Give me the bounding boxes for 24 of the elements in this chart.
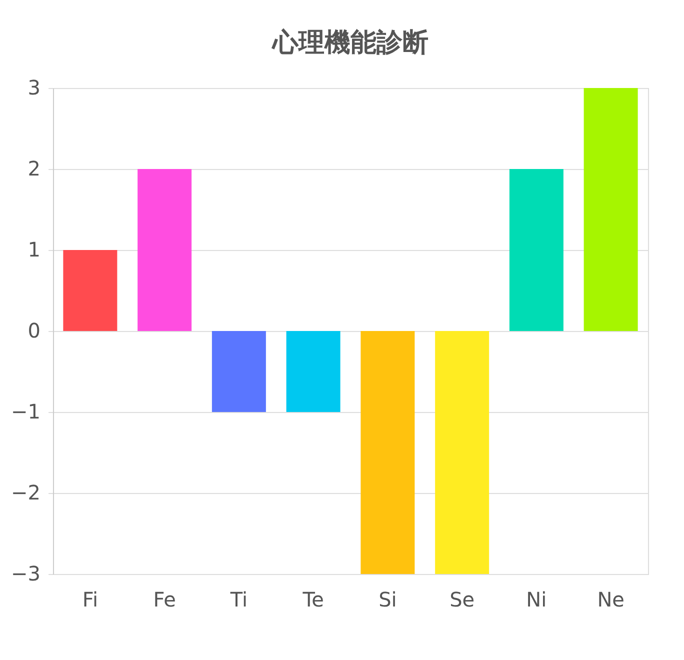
y-tick-label: −2 [11, 480, 40, 504]
x-tick-label: Te [302, 588, 324, 612]
bar [435, 331, 490, 574]
x-tick-label: Se [450, 588, 475, 612]
y-tick-label: −3 [11, 562, 40, 586]
y-tick-label: −1 [11, 400, 40, 424]
x-tick-label: Ne [597, 588, 624, 612]
bar [360, 331, 415, 574]
bar [584, 88, 638, 331]
y-tick-label: 2 [28, 156, 40, 180]
x-tick-label: Ti [229, 588, 248, 612]
x-tick-label: Fe [153, 588, 176, 612]
y-tick-label: 0 [28, 318, 40, 342]
x-tick-label: Si [378, 588, 397, 612]
bar [509, 169, 564, 331]
x-tick-label: Ni [526, 588, 547, 612]
y-tick-label: 1 [28, 238, 40, 262]
y-tick-label: 3 [28, 76, 40, 100]
bar [286, 331, 340, 412]
bar [212, 331, 266, 412]
bar [63, 250, 118, 331]
x-tick-label: Fi [82, 588, 98, 612]
bar [138, 169, 192, 331]
chart-title: 心理機能診断 [270, 28, 428, 58]
